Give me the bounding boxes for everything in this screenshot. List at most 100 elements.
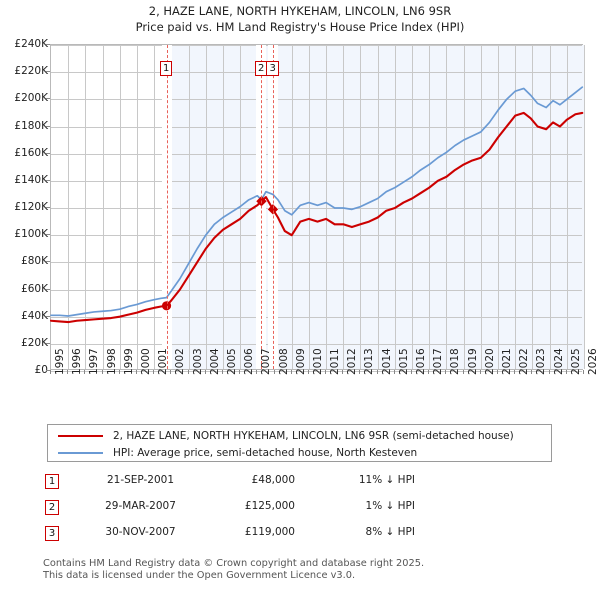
y-axis-tick-label: £40K [21, 309, 48, 322]
gridline-horizontal [51, 72, 582, 74]
gridline-horizontal [51, 343, 582, 345]
gridline-vertical [480, 45, 482, 369]
x-axis-tick [531, 370, 533, 374]
hpi-line [50, 86, 584, 317]
transaction-badge-2: 2 [45, 500, 59, 515]
y-axis-tick-label: £140K [14, 173, 48, 186]
x-axis-tick [497, 370, 499, 374]
x-axis-tick [565, 370, 567, 374]
table-row: 2 29-MAR-2007 £125,000 1% ↓ HPI [45, 498, 465, 524]
y-axis-tick-label: £120K [14, 201, 48, 213]
page-title: 2, HAZE LANE, NORTH HYKEHAM, LINCOLN, LN… [148, 4, 452, 18]
x-axis-tick [307, 370, 309, 374]
x-axis-tick [376, 370, 378, 374]
legend-item-price-paid: 2, HAZE LANE, NORTH HYKEHAM, LINCOLN, LN… [48, 427, 551, 444]
gridline-horizontal [51, 45, 582, 46]
transaction-marker-line [272, 45, 274, 369]
x-axis-tick-label: 2001 [157, 348, 170, 375]
y-axis-tick [46, 152, 50, 154]
y-axis-tick-label: £220K [14, 65, 48, 78]
x-axis-tick [445, 370, 447, 374]
x-axis-tick [118, 370, 120, 374]
x-axis-tick-label: 2011 [329, 348, 342, 375]
x-axis-tick-label: 2010 [311, 348, 324, 375]
x-axis-tick [411, 370, 413, 374]
x-axis-tick-label: 2002 [174, 348, 187, 375]
x-axis-tick-label: 1998 [105, 348, 118, 375]
legend-label-hpi: HPI: Average price, semi-detached house,… [113, 446, 418, 459]
x-axis-tick-label: 2024 [552, 348, 565, 375]
transaction-badge-1: 1 [45, 474, 59, 489]
title-block: 2, HAZE LANE, NORTH HYKEHAM, LINCOLN, LN… [0, 3, 600, 35]
transaction-delta-2: 1% ↓ HPI [365, 500, 415, 512]
plot-marker-badge-2: 2 [254, 61, 268, 76]
y-axis-tick [46, 288, 50, 290]
y-axis-tick-label: £200K [14, 92, 48, 105]
x-axis-tick-label: 1995 [54, 348, 66, 375]
x-axis-tick [50, 370, 51, 374]
gridline-vertical [549, 45, 551, 369]
gridline-vertical [154, 45, 156, 369]
gridline-vertical [68, 45, 70, 369]
x-axis-tick [428, 370, 430, 374]
gridline-horizontal [51, 180, 582, 182]
table-row: 3 30-NOV-2007 £119,000 8% ↓ HPI [45, 524, 465, 550]
gridline-vertical [463, 45, 465, 369]
x-axis-tick [342, 370, 344, 374]
legend-item-hpi: HPI: Average price, semi-detached house,… [48, 444, 551, 461]
x-axis-tick [256, 370, 258, 374]
legend-swatch-price-paid [58, 434, 103, 437]
x-axis-tick-label: 2013 [363, 348, 376, 375]
x-axis-tick-label: 2021 [501, 348, 514, 375]
price-paid-line [49, 111, 584, 324]
transaction-marker-line [261, 45, 263, 369]
gridline-vertical [188, 45, 190, 369]
x-axis-tick [583, 370, 584, 374]
transaction-price-3: £119,000 [244, 526, 295, 538]
gridline-vertical [412, 45, 414, 369]
y-axis-tick-label: £240K [14, 38, 48, 50]
gridline-vertical [85, 45, 87, 369]
x-axis-tick-label: 2026 [587, 348, 599, 375]
transaction-price-1: £48,000 [251, 474, 295, 486]
x-axis-tick [393, 370, 395, 374]
plot-shaded-background [166, 45, 584, 369]
transaction-marker-line [166, 45, 168, 369]
plot-marker-badge-3: 3 [266, 61, 279, 76]
gridline-vertical [222, 45, 224, 369]
transaction-delta-3: 8% ↓ HPI [365, 526, 415, 538]
gridline-vertical [515, 45, 517, 369]
x-axis-tick-label: 2007 [260, 348, 273, 375]
transaction-date-3: 30-NOV-2007 [105, 526, 176, 538]
x-axis-tick-label: 2008 [277, 348, 290, 375]
gridline-vertical [429, 45, 431, 369]
y-axis-tick-label: £180K [14, 119, 48, 132]
y-axis-tick [46, 98, 50, 100]
x-axis-tick [84, 370, 86, 374]
page-subtitle: Price paid vs. HM Land Registry's House … [135, 20, 465, 34]
y-axis-tick-label: £60K [21, 282, 48, 295]
transaction-badge-3: 3 [45, 526, 59, 541]
gridline-horizontal [51, 126, 582, 128]
gridline-vertical [136, 45, 138, 369]
x-axis-tick-label: 2020 [483, 348, 496, 375]
transaction-price-2: £125,000 [244, 500, 295, 512]
footer-licence: This data is licensed under the Open Gov… [43, 570, 356, 581]
x-axis-tick [273, 370, 275, 374]
transaction-date-2: 29-MAR-2007 [105, 500, 176, 512]
x-axis-tick-label: 2004 [208, 348, 221, 375]
y-axis-tick-label: £0 [34, 364, 48, 376]
y-axis-tick-label: £160K [14, 146, 48, 159]
x-axis-tick [153, 370, 155, 374]
x-axis-tick [187, 370, 189, 374]
gridline-vertical [308, 45, 310, 369]
y-axis-tick [46, 71, 50, 73]
gridline-horizontal [51, 235, 582, 237]
y-axis-tick-label: £20K [21, 336, 48, 349]
y-axis-tick [46, 125, 50, 127]
gridline-vertical [446, 45, 448, 369]
series-lines [49, 86, 584, 324]
x-axis-tick [221, 370, 223, 374]
